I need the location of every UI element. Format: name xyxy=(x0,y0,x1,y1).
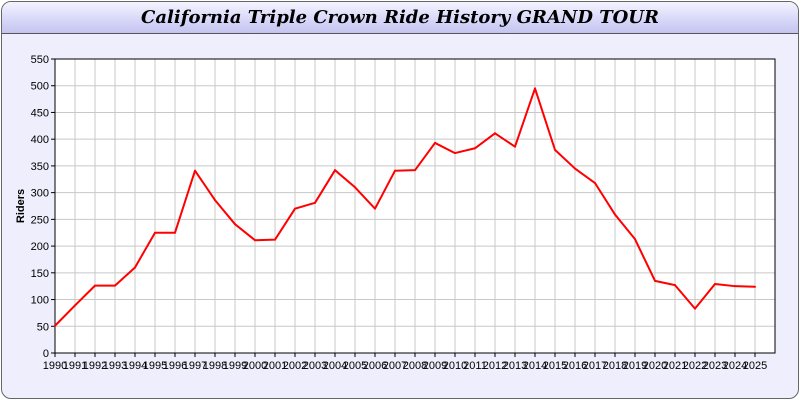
series-line xyxy=(54,87,756,327)
x-tick-label: 2021 xyxy=(663,360,687,372)
x-tick-label: 1990 xyxy=(43,360,67,372)
data-point xyxy=(294,207,296,210)
data-point xyxy=(74,304,76,307)
x-tick-label: 2000 xyxy=(243,360,267,372)
x-tick-label: 2006 xyxy=(363,360,387,372)
chart-title: California Triple Crown Ride History GRA… xyxy=(141,7,659,28)
data-point xyxy=(114,284,116,287)
data-point xyxy=(494,132,496,135)
data-point xyxy=(334,169,336,172)
x-tick-label: 2011 xyxy=(463,360,487,372)
data-point xyxy=(394,169,396,172)
data-point xyxy=(254,239,256,242)
data-point xyxy=(94,284,96,287)
data-point xyxy=(234,223,236,226)
x-tick-label: 1993 xyxy=(103,360,127,372)
x-tick-label: 2012 xyxy=(483,360,507,372)
data-point xyxy=(314,201,316,204)
x-tick-label: 2003 xyxy=(303,360,327,372)
x-tick-label: 1999 xyxy=(223,360,247,372)
x-tick-label: 2014 xyxy=(523,360,547,372)
data-point xyxy=(414,169,416,172)
data-point xyxy=(574,167,576,170)
y-tick-label: 100 xyxy=(31,295,49,307)
y-tick-label: 450 xyxy=(31,107,49,119)
x-tick-label: 1998 xyxy=(203,360,227,372)
y-tick-label: 250 xyxy=(31,214,49,226)
x-tick-label: 2009 xyxy=(423,360,447,372)
x-tick-label: 2016 xyxy=(563,360,587,372)
data-point xyxy=(154,231,156,234)
y-tick-label: 200 xyxy=(31,241,49,253)
y-tick-label: 350 xyxy=(31,161,49,173)
data-point xyxy=(534,87,536,90)
y-tick-label: 150 xyxy=(31,268,49,280)
x-tick-label: 2023 xyxy=(703,360,727,372)
y-tick-label: 500 xyxy=(31,81,49,93)
data-point xyxy=(654,279,656,282)
data-point xyxy=(714,283,716,286)
x-tick-label: 1991 xyxy=(63,360,87,372)
x-tick-label: 2005 xyxy=(343,360,367,372)
data-point xyxy=(694,307,696,310)
x-tick-label: 2025 xyxy=(743,360,767,372)
y-tick-label: 0 xyxy=(43,348,49,360)
y-tick-label: 400 xyxy=(31,134,49,146)
x-tick-label: 2004 xyxy=(323,360,347,372)
x-tick-label: 2013 xyxy=(503,360,527,372)
data-point xyxy=(174,231,176,234)
data-point xyxy=(274,238,276,241)
x-tick-label: 2002 xyxy=(283,360,307,372)
x-tick-label: 1992 xyxy=(83,360,107,372)
y-tick-label: 550 xyxy=(31,54,49,66)
x-tick-label: 2022 xyxy=(683,360,707,372)
data-point xyxy=(354,186,356,189)
data-point xyxy=(214,199,216,202)
x-tick-label: 2010 xyxy=(443,360,467,372)
data-point xyxy=(514,145,516,148)
data-point xyxy=(554,148,556,151)
data-point xyxy=(194,169,196,172)
x-tick-label: 2007 xyxy=(383,360,407,372)
x-tick-label: 2008 xyxy=(403,360,427,372)
data-point xyxy=(594,182,596,185)
x-tick-label: 2017 xyxy=(583,360,607,372)
data-point xyxy=(374,207,376,210)
x-tick-label: 2015 xyxy=(543,360,567,372)
x-tick-label: 2018 xyxy=(603,360,627,372)
data-point xyxy=(54,324,56,327)
x-tick-label: 1996 xyxy=(163,360,187,372)
x-tick-label: 1995 xyxy=(143,360,167,372)
x-tick-label: 2019 xyxy=(623,360,647,372)
data-point xyxy=(734,285,736,288)
data-point xyxy=(474,147,476,150)
data-point xyxy=(614,213,616,216)
data-point xyxy=(754,285,756,288)
y-tick-label: 50 xyxy=(37,321,49,333)
y-axis-label: Riders xyxy=(15,189,27,223)
data-point xyxy=(134,266,136,269)
title-bar: California Triple Crown Ride History GRA… xyxy=(2,2,798,34)
x-tick-label: 2001 xyxy=(263,360,287,372)
y-tick-label: 300 xyxy=(31,188,49,200)
x-tick-label: 2020 xyxy=(643,360,667,372)
data-point xyxy=(634,238,636,241)
data-point xyxy=(434,141,436,144)
x-tick-label: 2024 xyxy=(723,360,747,372)
x-tick-label: 1994 xyxy=(123,360,147,372)
data-point xyxy=(674,284,676,287)
data-point xyxy=(454,152,456,155)
x-tick-label: 1997 xyxy=(183,360,207,372)
